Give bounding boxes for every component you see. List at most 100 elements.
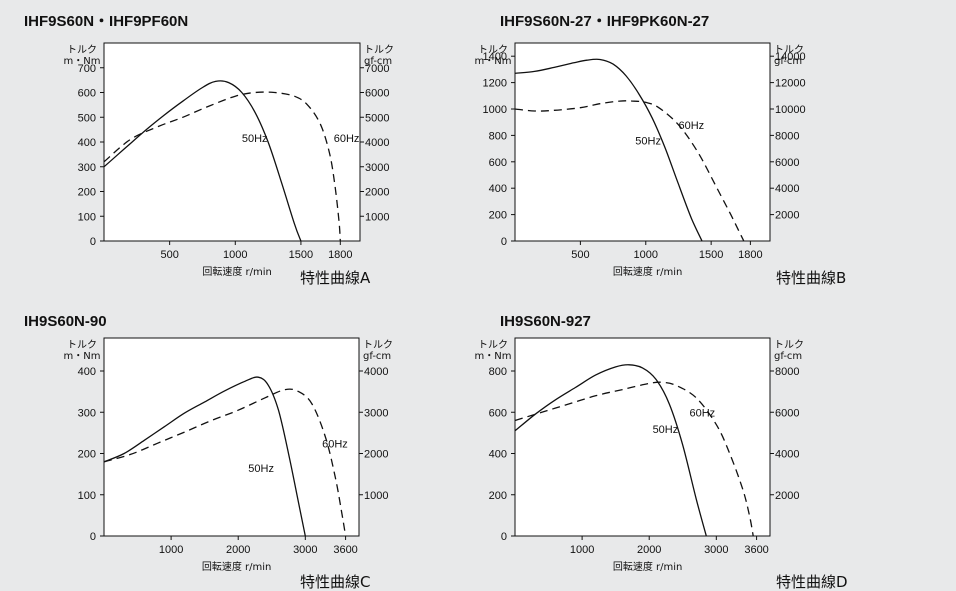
- y-axis-unit-left: m・Nm: [475, 351, 512, 362]
- y-tick-label: 600: [78, 88, 96, 100]
- chart-c-svg: トルクm・Nmトルクgf-cm0100200300400100020003000…: [64, 337, 393, 591]
- y-tick-label-right: 8000: [775, 366, 799, 378]
- x-tick-label: 3600: [333, 544, 357, 556]
- y-tick-label-right: 6000: [775, 157, 799, 169]
- series-line-60hz: [103, 91, 341, 242]
- y-tick-label-right: 12000: [775, 78, 806, 90]
- y-tick-label: 0: [90, 531, 96, 543]
- y-axis-unit-right: gf-cm: [774, 56, 802, 67]
- y-tick-label-right: 2000: [364, 449, 388, 461]
- y-tick-label: 1400: [483, 51, 507, 63]
- x-tick-label: 1800: [328, 249, 352, 261]
- series-label: 60Hz: [322, 438, 348, 450]
- y-tick-label: 300: [78, 407, 96, 419]
- chart-caption: 特性曲線B: [776, 269, 846, 287]
- y-tick-label: 0: [90, 236, 96, 248]
- y-tick-label-right: 2000: [775, 490, 799, 502]
- y-axis-label-left: トルク: [478, 339, 508, 351]
- series-label: 60Hz: [689, 407, 715, 419]
- y-tick-label: 700: [78, 63, 96, 75]
- x-tick-label: 2000: [637, 544, 661, 556]
- y-tick-label: 400: [78, 366, 96, 378]
- series-label: 50Hz: [653, 424, 679, 436]
- y-tick-label-right: 10000: [775, 104, 806, 116]
- series-line-50hz: [103, 376, 306, 537]
- y-tick-label-right: 4000: [775, 183, 799, 195]
- y-tick-label: 400: [489, 449, 507, 461]
- x-tick-label: 500: [160, 249, 178, 261]
- y-tick-label: 300: [78, 162, 96, 174]
- y-tick-label: 200: [489, 210, 507, 222]
- y-axis-label-left: トルク: [67, 339, 97, 351]
- y-axis-label-right: トルク: [774, 339, 804, 351]
- y-tick-label-right: 4000: [364, 366, 388, 378]
- y-tick-label-right: 8000: [775, 130, 799, 142]
- y-tick-label-right: 6000: [775, 407, 799, 419]
- chart-d-svg: トルクm・Nmトルクgf-cm0200400600800200040006000…: [475, 337, 848, 591]
- y-tick-label: 1200: [483, 78, 507, 90]
- y-tick-label-right: 2000: [775, 210, 799, 222]
- x-tick-label: 1500: [699, 249, 723, 261]
- y-tick-label-right: 1000: [365, 211, 389, 223]
- chart-b-svg: トルクm・Nmトルクgf-cm0200400600800100012001400…: [475, 42, 846, 287]
- y-axis-label-right: トルク: [364, 44, 394, 56]
- chart-title: IH9S60N-90: [24, 313, 107, 330]
- plot-area: [514, 337, 771, 537]
- y-tick-label: 800: [489, 366, 507, 378]
- plot-area: [514, 42, 771, 242]
- y-tick-label: 200: [78, 187, 96, 199]
- y-tick-label: 400: [78, 137, 96, 149]
- y-axis-unit-left: m・Nm: [475, 56, 512, 67]
- x-axis-label: 回転速度 r/min: [202, 560, 272, 573]
- x-tick-label: 3600: [744, 544, 768, 556]
- y-axis-unit-right: gf-cm: [774, 351, 802, 362]
- chart-a-svg: トルクm・Nmトルクgf-cm0100200300400500600700100…: [64, 42, 394, 287]
- chart-panel-d: IH9S60N-927 トルク m・Nm トルク gf-cm 0 200 400 600 800…: [475, 295, 956, 591]
- y-tick-label-right: 6000: [365, 88, 389, 100]
- series-line-60hz: [514, 381, 754, 537]
- y-axis-unit-left: m・Nm: [64, 351, 101, 362]
- y-tick-label-right: 1000: [364, 490, 388, 502]
- x-tick-label: 1000: [570, 544, 594, 556]
- x-axis-label: 回転速度 r/min: [202, 265, 272, 278]
- chart-title: IH9S60N-927: [500, 313, 591, 330]
- series-label: 50Hz: [635, 136, 661, 148]
- x-tick-label: 3000: [704, 544, 728, 556]
- x-tick-label: 1000: [634, 249, 658, 261]
- y-axis-label-left: トルク: [478, 44, 508, 56]
- series-label: 60Hz: [678, 120, 704, 132]
- chart-caption: 特性曲線C: [300, 573, 370, 591]
- chart-caption: 特性曲線D: [776, 573, 848, 591]
- y-tick-label: 100: [78, 490, 96, 502]
- y-tick-label-right: 3000: [365, 162, 389, 174]
- y-tick-label-right: 14000: [775, 51, 806, 63]
- x-tick-label: 1500: [289, 249, 313, 261]
- chart-title: IHF9S60N-27・IHF9PK60N-27: [500, 13, 710, 30]
- y-tick-label-right: 2000: [365, 187, 389, 199]
- x-tick-label: 1000: [223, 249, 247, 261]
- y-tick-label: 200: [78, 449, 96, 461]
- y-tick-label: 600: [489, 157, 507, 169]
- series-line-50hz: [514, 58, 703, 242]
- y-axis-unit-right: gf-cm: [364, 56, 392, 67]
- plot-area: [103, 42, 361, 242]
- y-axis-unit-right: gf-cm: [363, 351, 391, 362]
- y-tick-label: 600: [489, 407, 507, 419]
- y-tick-label: 1000: [483, 104, 507, 116]
- series-label: 50Hz: [242, 133, 268, 145]
- x-tick-label: 500: [571, 249, 589, 261]
- chart-panel-a: IHF9S60N・IHF9PF60N トルク m・Nm トルク gf-cm 0 100 20…: [0, 0, 478, 295]
- series-line-50hz: [103, 80, 302, 242]
- y-tick-label-right: 7000: [365, 63, 389, 75]
- y-axis-label-right: トルク: [774, 44, 804, 56]
- x-tick-label: 1800: [738, 249, 762, 261]
- y-axis-label-left: トルク: [67, 44, 97, 56]
- x-axis-label: 回転速度 r/min: [613, 560, 683, 573]
- series-label: 50Hz: [248, 463, 274, 475]
- x-tick-label: 3000: [293, 544, 317, 556]
- series-line-50hz: [514, 364, 707, 537]
- y-tick-label: 0: [501, 236, 507, 248]
- y-tick-label-right: 4000: [365, 137, 389, 149]
- plot-area: [103, 337, 360, 537]
- chart-panel-b: IHF9S60N-27・IHF9PK60N-27 トルク m・Nm トルク gf-cm…: [475, 0, 956, 295]
